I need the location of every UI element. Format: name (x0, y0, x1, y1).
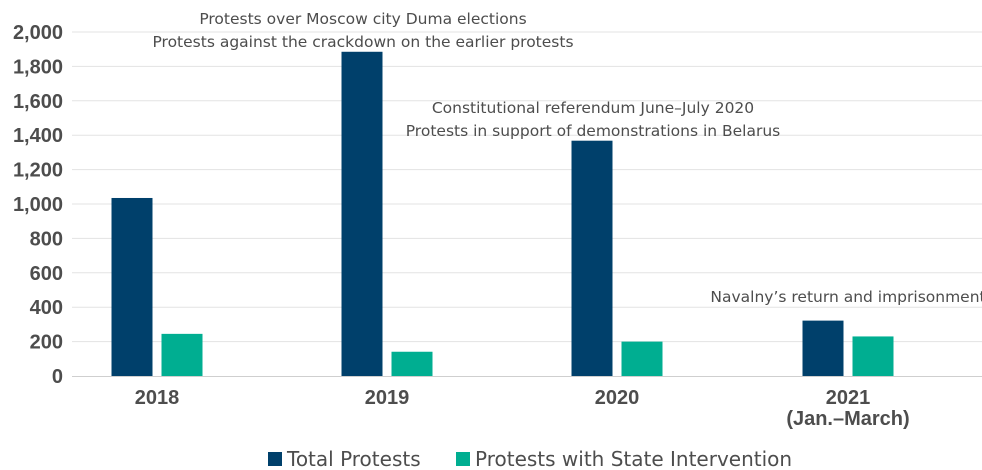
y-tick-label: 0 (52, 366, 63, 388)
bar-state-intervention-0 (161, 333, 203, 376)
x-tick-label: 2020 (595, 387, 640, 409)
annotations: Protests over Moscow city Duma elections… (152, 10, 982, 306)
y-axis: 0 200 400 600 800 1,000 1,200 1,400 1,600 1,800 2,… (13, 22, 63, 388)
gridlines (72, 31, 982, 343)
annotation-text: Protests in support of demonstrations in… (406, 122, 781, 140)
y-tick-label: 800 (30, 228, 63, 250)
x-tick-label: 2021 (826, 387, 871, 409)
y-tick-label: 200 (30, 332, 63, 354)
y-tick-label: 1,600 (13, 91, 63, 113)
legend: Total Protests Protests with State Interv… (268, 447, 792, 470)
x-tick-label: 2018 (135, 387, 180, 409)
legend-swatch (456, 452, 470, 466)
y-tick-label: 400 (30, 297, 63, 319)
bar-state-intervention-1 (391, 351, 433, 376)
annotation-text: Navalny’s return and imprisonment (710, 288, 982, 306)
bar-total-3 (802, 320, 844, 376)
legend-swatch (268, 452, 282, 466)
x-axis: 2018 2019 2020 2021(Jan.–March) (72, 376, 982, 430)
annotation-text: Protests against the crackdown on the ea… (152, 33, 573, 51)
annotation-text: Constitutional referendum June–July 2020 (432, 99, 754, 117)
y-tick-label: 2,000 (13, 22, 63, 44)
bar-state-intervention-3 (852, 336, 894, 376)
legend-label: Total Protests (286, 447, 421, 470)
y-tick-label: 1,400 (13, 125, 63, 147)
bars (111, 51, 894, 376)
x-tick-label: 2019 (365, 387, 410, 409)
y-tick-label: 600 (30, 263, 63, 285)
y-tick-label: 1,000 (13, 194, 63, 216)
y-tick-label: 1,800 (13, 56, 63, 78)
bar-total-0 (111, 197, 153, 376)
bar-state-intervention-2 (621, 341, 663, 376)
bar-total-1 (341, 51, 383, 376)
annotation-text: Protests over Moscow city Duma elections (199, 10, 526, 28)
legend-label: Protests with State Intervention (475, 447, 792, 470)
x-tick-label: (Jan.–March) (786, 408, 909, 430)
bar-total-2 (571, 140, 613, 376)
y-tick-label: 1,200 (13, 160, 63, 182)
